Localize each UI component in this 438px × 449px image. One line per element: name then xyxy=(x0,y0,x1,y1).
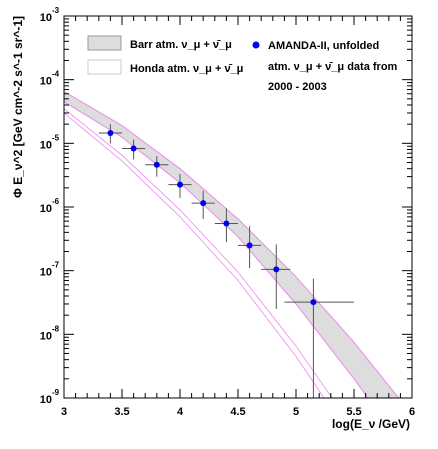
y-axis-label: Φ E_ν^2 [GeV cm^-2 s^-1 sr^-1] xyxy=(11,16,25,198)
data-point xyxy=(261,244,291,309)
honda-band-upper-edge xyxy=(64,108,333,398)
legend-entry-data: AMANDA-II, unfolded atm. ν_μ + ν̄_μ data … xyxy=(252,40,398,93)
data-marker xyxy=(177,181,183,188)
y-tick-base: 10 xyxy=(40,330,52,342)
y-tick-label: 10-3 xyxy=(40,6,60,24)
barr-band-upper-edge xyxy=(64,91,400,398)
legend-label-data-line1: AMANDA-II, unfolded xyxy=(268,40,379,52)
y-tick-exponent: -9 xyxy=(52,388,60,397)
data-marker xyxy=(246,242,253,249)
y-tick-base: 10 xyxy=(40,203,52,215)
honda-band xyxy=(64,108,333,398)
y-tick-base: 10 xyxy=(40,139,52,151)
y-tick-label: 10-6 xyxy=(40,197,60,215)
y-tick-label: 10-7 xyxy=(40,261,60,279)
data-marker xyxy=(130,145,137,152)
x-tick-label: 3.5 xyxy=(114,406,129,418)
data-marker xyxy=(223,220,230,227)
x-tick-label: 4 xyxy=(177,406,184,418)
y-tick-exponent: -4 xyxy=(52,70,60,79)
x-axis-label: log(E_ν /GeV) xyxy=(332,417,410,431)
legend-entry-barr: Barr atm. ν_μ + ν̄_μ xyxy=(87,35,232,51)
y-tick-base: 10 xyxy=(40,267,52,279)
barr-band xyxy=(64,91,399,398)
data-point xyxy=(168,173,192,198)
legend-swatch-barr xyxy=(87,35,122,51)
legend: Barr atm. ν_μ + ν̄_μ Honda atm. ν_μ + ν̄_… xyxy=(87,35,398,93)
legend-entry-honda: Honda atm. ν_μ + ν̄_μ xyxy=(87,59,243,75)
y-tick-exponent: -5 xyxy=(52,133,60,142)
data-marker xyxy=(200,200,207,207)
data-point xyxy=(214,208,238,243)
y-tick-label: 10-5 xyxy=(40,133,60,151)
barr-band-lower-edge xyxy=(64,101,369,398)
y-tick-label: 10-4 xyxy=(40,70,60,88)
legend-swatch-honda xyxy=(87,59,122,75)
legend-marker-data xyxy=(252,41,260,49)
y-tick-exponent: -6 xyxy=(52,197,60,206)
y-tick-exponent: -3 xyxy=(52,6,60,15)
x-tick-label: 5.5 xyxy=(346,406,361,418)
data-point xyxy=(98,124,122,144)
honda-band-lower-edge xyxy=(64,112,325,398)
legend-label-data-line3: 2000 - 2003 xyxy=(268,81,327,93)
x-tick-label: 3 xyxy=(61,406,67,418)
y-tick-label: 10-8 xyxy=(40,324,60,342)
data-point xyxy=(284,278,354,398)
data-marker xyxy=(310,299,317,306)
legend-label-honda: Honda atm. ν_μ + ν̄_μ xyxy=(130,63,243,75)
x-tick-label: 4.5 xyxy=(230,406,245,418)
data-point xyxy=(191,190,215,219)
data-points xyxy=(98,124,354,398)
model-bands xyxy=(64,91,400,398)
y-tick-base: 10 xyxy=(40,12,52,24)
legend-label-barr: Barr atm. ν_μ + ν̄_μ xyxy=(130,39,232,51)
x-tick-label: 5 xyxy=(293,406,299,418)
axes: 3 3.5 4 4.5 5 5.5 610-310-410-510-610-710-810-… xyxy=(11,6,415,431)
y-tick-exponent: -8 xyxy=(52,324,60,333)
data-point xyxy=(145,156,169,177)
y-tick-label: 10-9 xyxy=(40,388,60,406)
data-marker xyxy=(273,266,280,273)
legend-label-data-line2: atm. ν_μ + ν̄_μ data from xyxy=(268,61,398,73)
data-point xyxy=(238,226,262,269)
y-tick-base: 10 xyxy=(40,394,52,406)
data-marker xyxy=(107,130,114,137)
data-marker xyxy=(153,161,160,168)
x-tick-label: 6 xyxy=(409,406,415,418)
data-point xyxy=(122,139,146,160)
y-tick-exponent: -7 xyxy=(52,261,60,270)
y-tick-base: 10 xyxy=(40,76,52,88)
